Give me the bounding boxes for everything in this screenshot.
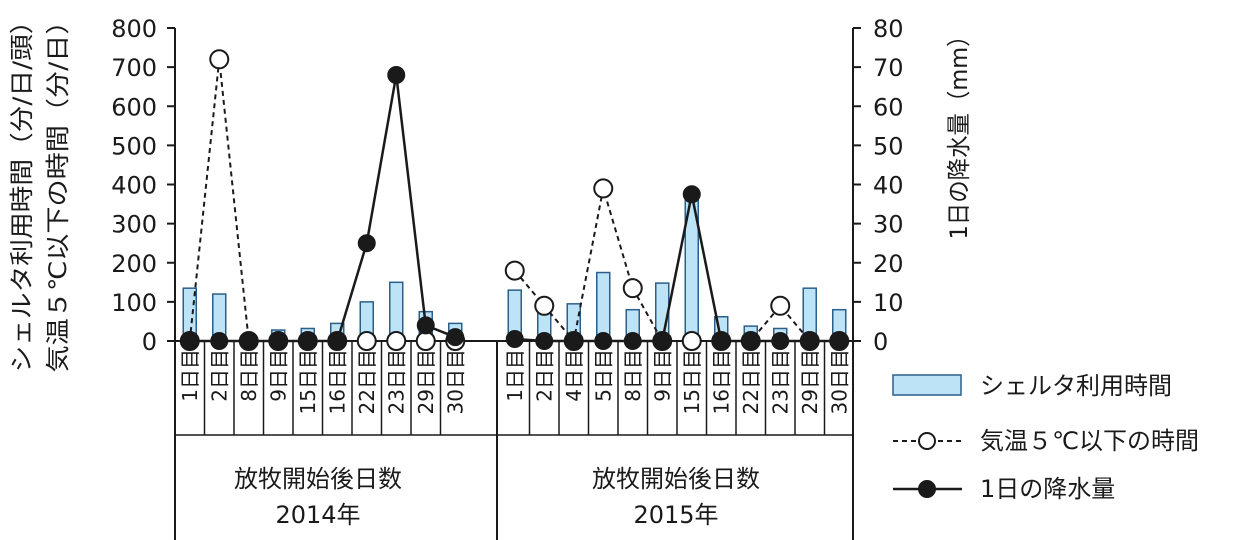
cold-point	[534, 295, 555, 316]
rain-point	[446, 328, 465, 347]
legend-cold-label: 気温５℃以下の時間	[980, 427, 1199, 455]
right-tick-label: 30	[873, 211, 904, 239]
rain-point	[328, 332, 347, 350]
rain-point	[239, 332, 258, 350]
y-left-axis-label-2: 気温５℃以下の時間（分/日）	[44, 8, 72, 373]
right-tick-label: 80	[873, 15, 904, 43]
cold-point	[504, 260, 525, 281]
category-label: 22日目	[739, 349, 763, 414]
category-label: 23日目	[384, 349, 408, 414]
group-label-2014-line1: 放牧開始後日数	[234, 465, 402, 493]
category-label: 1日目	[178, 349, 202, 402]
rain-point	[623, 332, 642, 350]
rain-point	[712, 332, 731, 350]
category-label: 16日目	[709, 349, 733, 414]
right-tick-label: 20	[873, 250, 904, 278]
rain-point	[269, 332, 288, 350]
cold-point	[415, 331, 436, 351]
rain-point	[416, 316, 435, 335]
cold-point	[622, 278, 643, 299]
cold-point	[770, 295, 791, 316]
category-label: 15日目	[680, 349, 704, 414]
rain-series-line	[189, 74, 456, 343]
rain-point	[180, 332, 199, 350]
cold-series-line	[188, 59, 456, 342]
shelter-bar	[596, 271, 611, 342]
cold-point	[209, 49, 230, 70]
right-tick-label: 10	[873, 289, 904, 317]
category-label: 29日目	[798, 349, 822, 414]
legend-shelter-label: シェルタ利用時間	[980, 372, 1172, 400]
category-label: 5日目	[591, 349, 615, 402]
legend: シェルタ利用時間 気温５℃以下の時間 1日の降水量	[892, 372, 1199, 503]
category-label: 2日目	[532, 349, 556, 402]
left-tick-label: 300	[111, 211, 157, 239]
rain-point	[594, 332, 613, 350]
category-label: 22日目	[355, 349, 379, 414]
rain-point	[535, 332, 554, 350]
category-label: 29日目	[414, 349, 438, 414]
category-label: 23日目	[768, 349, 792, 414]
right-tick-label: 50	[873, 132, 904, 160]
rain-series-line	[514, 194, 840, 343]
rain-point	[505, 330, 524, 349]
rain-point	[682, 185, 701, 204]
left-tick-label: 500	[111, 132, 157, 160]
category-label: 30日目	[443, 349, 467, 414]
tick-labels: 0 100 200 300 400 500 600 700 800 0 10 20 30 40 50 60 70…	[111, 15, 903, 356]
right-tick-label: 60	[873, 93, 904, 121]
group-label-2014-line2: 2014年	[275, 501, 360, 529]
category-label: 2日目	[207, 349, 231, 402]
rain-point	[387, 65, 406, 84]
category-label: 1日目	[503, 349, 527, 402]
rain-point	[653, 332, 672, 350]
category-label: 16日目	[325, 349, 349, 414]
rain-series-layer	[180, 65, 849, 350]
legend-bar-swatch	[892, 374, 962, 396]
left-tick-label: 800	[111, 15, 157, 43]
rain-point	[564, 332, 583, 350]
category-label: 9日目	[266, 349, 290, 402]
legend-open-circle-icon	[918, 432, 936, 450]
group-label-2015-line2: 2015年	[633, 501, 718, 529]
rain-point	[771, 332, 790, 350]
group-label-2015-line1: 放牧開始後日数	[592, 465, 760, 493]
right-tick-label: 0	[873, 328, 888, 356]
legend-filled-circle-icon	[918, 480, 936, 498]
category-labels: 1日目 2日目 8日目 9日目 15日目 16日目 22日目 23日目 29日目 30日目 1日目 2…	[178, 349, 852, 414]
cold-point	[681, 331, 702, 351]
cold-point	[593, 178, 614, 199]
category-label: 4日目	[562, 349, 586, 402]
right-tick-label: 40	[873, 172, 904, 200]
left-tick-label: 100	[111, 289, 157, 317]
rain-point	[741, 332, 760, 350]
rain-point	[298, 332, 317, 350]
left-tick-label: 600	[111, 93, 157, 121]
category-label: 15日目	[296, 349, 320, 414]
left-tick-label: 700	[111, 54, 157, 82]
rain-point	[357, 234, 376, 253]
cold-point	[356, 331, 377, 351]
category-label: 30日目	[827, 349, 851, 414]
y-right-axis-label: 1日の降水量（mm）	[945, 25, 973, 240]
left-tick-label: 0	[142, 328, 157, 356]
left-tick-label: 400	[111, 172, 157, 200]
y-left-axis-label-1: シェルタ利用時間（分/日/頭）	[8, 8, 36, 373]
rain-point	[800, 332, 819, 350]
left-tick-label: 200	[111, 250, 157, 278]
axes	[167, 27, 861, 540]
category-label: 8日目	[237, 349, 261, 402]
rain-point	[830, 332, 849, 350]
rain-point	[210, 332, 229, 350]
right-tick-label: 70	[873, 54, 904, 82]
category-label: 9日目	[650, 349, 674, 402]
legend-rain-label: 1日の降水量	[980, 475, 1115, 503]
category-label: 8日目	[621, 349, 645, 402]
cold-point	[386, 331, 407, 351]
